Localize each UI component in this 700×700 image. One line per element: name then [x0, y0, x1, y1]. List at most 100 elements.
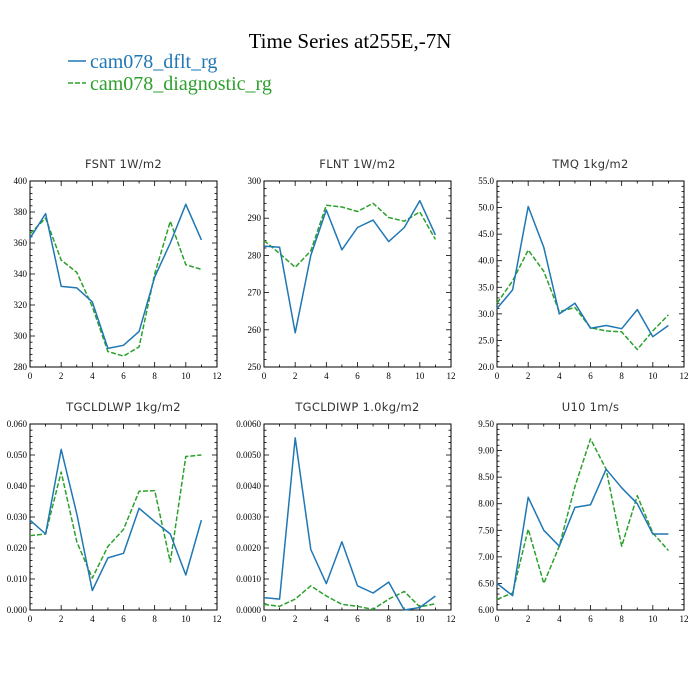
x-tick-label: 6	[121, 614, 126, 624]
panels: FSNT 1W/m20 2 4 6 8 10 12280300320340360380400…	[7, 157, 689, 624]
y-tick-label: 0.0010	[236, 574, 261, 584]
x-tick-label: 10	[648, 371, 658, 381]
x-tick-label: 4	[557, 614, 562, 624]
series-line-diagnostic	[263, 202, 437, 269]
panel-title: U10 1m/s	[562, 400, 620, 414]
x-tick-label: 2	[293, 614, 298, 624]
x-tick-label: 6	[355, 371, 360, 381]
y-tick-label: 250	[248, 362, 262, 372]
x-tick-label: 10	[181, 614, 191, 624]
x-tick-label: 12	[680, 614, 689, 624]
y-tick-label: 300	[248, 176, 262, 186]
legend-label-diagnostic: cam078_diagnostic_rg	[90, 73, 272, 95]
panel-2: FLNT 1W/m2 0 2 4 6 8 10 12 250 260 270 280 290 300	[248, 157, 456, 381]
y-tick-label: 25.0	[478, 335, 494, 345]
series-line-dflt	[496, 468, 669, 597]
x-tick-label: 6	[355, 614, 360, 624]
y-tick-label: 0.0000	[236, 605, 261, 615]
y-tick-label: 290	[248, 213, 262, 223]
panel-title: TMQ 1kg/m2	[551, 157, 628, 171]
panel-5: TGCLDIWP 1.0kg/m2 0 2 4 6 8 10 12 0.0000 0.0010 0.…	[236, 400, 455, 624]
y-tick-label: 0.0060	[236, 419, 261, 429]
y-tick-label: 20.0	[478, 362, 494, 372]
y-tick-label: 380	[14, 207, 28, 217]
y-tick-label: 340	[14, 269, 28, 279]
x-tick-label: 10	[181, 371, 191, 381]
x-tick-label: 12	[213, 614, 222, 624]
series-line-diagnostic	[496, 249, 669, 351]
y-tick-label: 6.00	[478, 605, 494, 615]
series-line-diagnostic	[263, 585, 436, 611]
series-line-dflt	[29, 448, 203, 592]
x-tick-label: 8	[152, 614, 157, 624]
x-tick-label: 8	[152, 371, 157, 381]
y-tick-label: 6.50	[478, 578, 494, 588]
series-line-diagnostic	[496, 438, 669, 601]
x-tick-label: 2	[526, 371, 531, 381]
y-tick-label: 50.0	[478, 203, 494, 213]
y-tick-label: 8.00	[478, 499, 494, 509]
y-tick-label: 30.0	[478, 309, 494, 319]
panel-4: TGCLDLWP 1kg/m2 0 2 4 6 8 10 12 0.000 0.010 0.020 0…	[7, 400, 222, 624]
y-tick-label: 0.000	[7, 605, 28, 615]
panel-3: TMQ 1kg/m2 0 2 4 6 8 10 12 20.0 25.0 30.0 35.0 40.0 4…	[478, 157, 688, 381]
series-line-dflt	[29, 203, 203, 350]
panel-title: TGCLDIWP 1.0kg/m2	[294, 400, 419, 414]
x-tick-label: 8	[619, 614, 624, 624]
x-tick-label: 10	[415, 371, 425, 381]
y-tick-label: 0.0030	[236, 512, 261, 522]
x-tick-label: 6	[588, 614, 593, 624]
x-tick-label: 8	[386, 614, 391, 624]
x-tick-label: 10	[648, 614, 658, 624]
x-tick-label: 2	[293, 371, 298, 381]
series-line-diagnostic	[29, 217, 202, 357]
plot-frame	[263, 423, 452, 611]
y-tick-label: 400	[14, 176, 28, 186]
x-tick-label: 6	[121, 371, 126, 381]
x-tick-label: 4	[557, 371, 562, 381]
x-tick-label: 8	[386, 371, 391, 381]
x-tick-label: 0	[28, 614, 33, 624]
y-tick-label: 300	[14, 331, 28, 341]
y-tick-label: 8.50	[478, 472, 494, 482]
plot-frame	[496, 180, 685, 368]
y-tick-label: 9.00	[478, 446, 494, 456]
y-tick-label: 0.040	[7, 481, 28, 491]
x-tick-label: 4	[324, 371, 329, 381]
legend-label-dflt: cam078_dflt_rg	[90, 51, 217, 73]
series-line-dflt	[263, 199, 437, 334]
y-tick-label: 55.0	[478, 176, 494, 186]
y-tick-label: 0.0020	[236, 543, 261, 553]
x-tick-label: 12	[447, 614, 456, 624]
x-tick-label: 2	[59, 614, 64, 624]
panel-6: U10 1m/s 0 2 4 6 8 10 12 6.00 6.50 7.00 7.50 8.00 8.5…	[478, 400, 688, 624]
x-tick-label: 12	[447, 371, 456, 381]
y-tick-label: 0.050	[7, 450, 28, 460]
y-tick-label: 9.50	[478, 419, 494, 429]
y-tick-label: 0.030	[7, 512, 28, 522]
figure-title: Time Series at255E,-7N	[249, 29, 452, 53]
x-tick-label: 2	[59, 371, 64, 381]
y-tick-label: 320	[14, 300, 28, 310]
x-tick-label: 4	[90, 371, 95, 381]
x-tick-label: 4	[90, 614, 95, 624]
x-tick-label: 8	[619, 371, 624, 381]
panel-1: FSNT 1W/m2 0 2 4 6 8 10 12 280 300 320 340 360 380 400	[14, 157, 222, 381]
y-tick-label: 40.0	[478, 256, 494, 266]
y-tick-label: 45.0	[478, 229, 494, 239]
x-tick-label: 0	[495, 371, 500, 381]
series-line-diagnostic	[29, 454, 202, 579]
series-line-dflt	[496, 205, 669, 338]
plot-frame	[29, 423, 218, 611]
legend: cam078_dflt_rg cam078_diagnostic_rg	[68, 51, 272, 95]
x-tick-label: 0	[495, 614, 500, 624]
x-tick-label: 10	[415, 614, 425, 624]
x-tick-label: 6	[588, 371, 593, 381]
x-tick-label: 2	[526, 614, 531, 624]
x-tick-label: 4	[324, 614, 329, 624]
y-tick-label: 0.020	[7, 543, 28, 553]
y-tick-label: 7.00	[478, 552, 494, 562]
y-tick-label: 260	[248, 325, 262, 335]
y-tick-label: 280	[248, 250, 262, 260]
